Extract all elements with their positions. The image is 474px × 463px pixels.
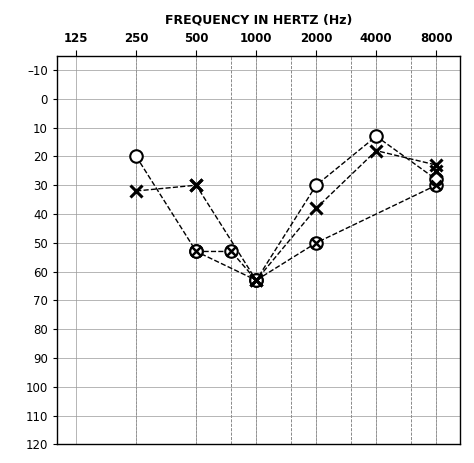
Title: FREQUENCY IN HERTZ (Hz): FREQUENCY IN HERTZ (Hz) [164, 14, 352, 27]
